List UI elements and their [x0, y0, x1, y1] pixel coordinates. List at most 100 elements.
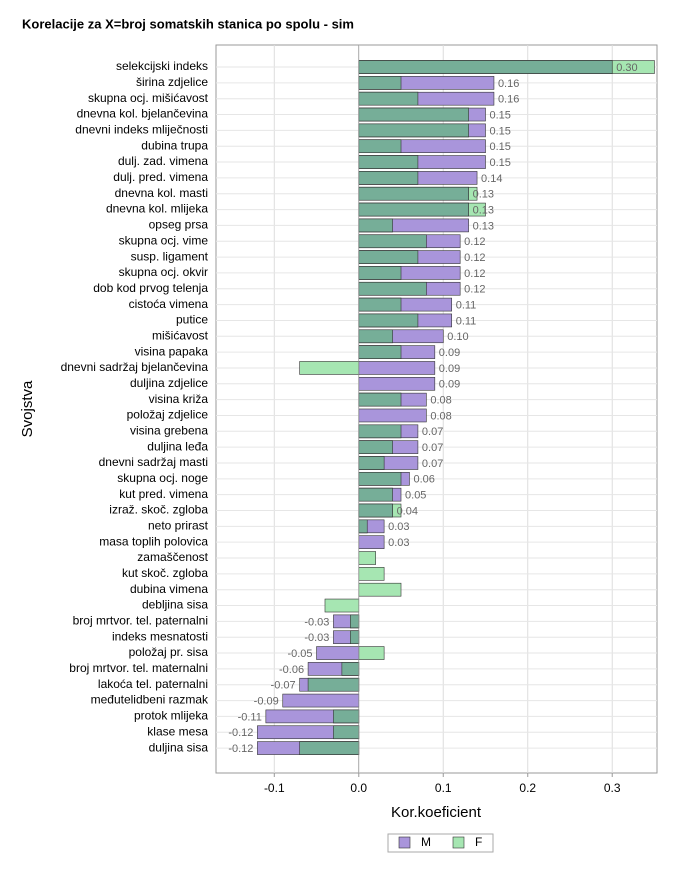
overlap-bar: [307, 677, 360, 692]
y-tick-label: dnevni sadržaj masti: [99, 455, 208, 469]
y-tick-label: dob kod prvog telenja: [93, 281, 208, 295]
y-tick-label: debljina sisa: [142, 598, 208, 612]
value-label: 0.03: [388, 537, 409, 549]
y-tick-label: broj mrtvor. tel. maternalni: [69, 661, 208, 675]
overlap-bar: [358, 202, 469, 217]
y-tick-label: visina grebena: [130, 423, 208, 437]
value-label: 0.09: [439, 363, 460, 375]
overlap-bar: [350, 614, 360, 629]
value-label: 0.12: [464, 252, 485, 264]
bar: [358, 361, 436, 375]
overlap-bar: [358, 313, 419, 328]
y-tick-label: dubina trupa: [141, 138, 208, 152]
overlap-bar: [358, 139, 402, 154]
y-tick-label: duljina leđa: [147, 439, 208, 453]
legend-swatch: [452, 836, 465, 849]
legend-label: M: [421, 835, 431, 849]
value-label: 0.16: [498, 78, 519, 90]
y-tick-label: izraž. skoč. zgloba: [109, 503, 208, 517]
bar: [358, 646, 385, 660]
y-tick-label: mišićavost: [152, 328, 209, 342]
x-axis-label: Kor.koeficient: [391, 804, 482, 821]
y-tick-label: cistoća vimena: [129, 297, 209, 311]
value-label: -0.05: [287, 648, 312, 660]
overlap-bar: [358, 281, 427, 296]
value-label: 0.11: [456, 300, 477, 312]
overlap-bar: [350, 630, 360, 645]
value-label: 0.10: [447, 331, 468, 343]
bar: [316, 646, 360, 660]
value-label: 0.05: [405, 490, 426, 502]
value-label: 0.15: [490, 157, 511, 169]
y-tick-label: skupna ocj. okvir: [119, 265, 208, 279]
y-tick-label: dnevni indeks mliječnosti: [75, 123, 208, 137]
y-tick-label: dnevni sadržaj bjelančevina: [61, 360, 209, 374]
value-label: -0.07: [271, 680, 296, 692]
x-tick-label: -0.1: [264, 781, 285, 795]
y-tick-label: protok mlijeka: [134, 709, 208, 723]
value-label: 0.07: [422, 442, 443, 454]
bar: [282, 693, 360, 708]
overlap-bar: [358, 155, 419, 169]
value-label: 0.07: [422, 426, 443, 438]
y-tick-label: dnevna kol. bjelančevina: [77, 107, 209, 121]
y-tick-label: dulj. pred. vimena: [113, 170, 208, 184]
y-tick-label: putice: [176, 313, 208, 327]
bar: [358, 551, 376, 565]
overlap-bar: [358, 392, 402, 407]
value-label: 0.06: [413, 474, 434, 486]
overlap-bar: [358, 472, 402, 486]
y-tick-label: međutelidbeni razmak: [91, 693, 209, 707]
y-tick-label: skupna ocj. mišićavost: [88, 91, 209, 105]
overlap-bar: [333, 725, 360, 740]
bar: [358, 535, 385, 549]
overlap-bar: [358, 60, 613, 74]
chart-title: Korelacije za X=broj somatskih stanica p…: [22, 16, 354, 31]
overlap-bar: [358, 186, 469, 201]
y-tick-label: dulj. zad. vimena: [118, 154, 208, 168]
overlap-bar: [358, 487, 393, 502]
value-label: -0.12: [228, 743, 253, 755]
overlap-bar: [358, 266, 402, 280]
value-label: 0.03: [388, 521, 409, 533]
y-tick-label: dubina vimena: [130, 582, 208, 596]
overlap-bar: [358, 519, 368, 534]
overlap-bar: [358, 123, 469, 138]
value-label: 0.30: [616, 62, 637, 74]
value-label: 0.09: [439, 379, 460, 391]
value-label: 0.15: [490, 109, 511, 121]
value-label: 0.15: [490, 125, 511, 137]
overlap-bar: [358, 503, 393, 518]
bar: [358, 567, 385, 581]
x-tick-label: 0.3: [604, 781, 621, 795]
y-tick-label: neto prirast: [148, 519, 209, 533]
value-label: -0.03: [304, 616, 329, 628]
overlap-bar: [358, 456, 385, 470]
value-label: 0.12: [464, 236, 485, 248]
legend-swatch: [398, 836, 411, 849]
overlap-bar: [333, 709, 360, 724]
overlap-bar: [358, 171, 419, 185]
value-label: -0.06: [279, 664, 304, 676]
y-tick-label: dnevna kol. mlijeka: [106, 202, 208, 216]
y-tick-label: položaj pr. sisa: [129, 645, 209, 659]
y-tick-label: opseg prsa: [149, 218, 209, 232]
value-label: -0.09: [254, 695, 279, 707]
overlap-bar: [358, 234, 427, 249]
x-tick-label: 0.0: [350, 781, 367, 795]
value-label: -0.11: [238, 711, 262, 723]
bar: [358, 582, 402, 597]
y-tick-label: susp. ligament: [131, 249, 209, 263]
bar: [299, 361, 360, 375]
bar: [324, 598, 360, 613]
overlap-bar: [358, 76, 402, 90]
bar: [358, 408, 427, 423]
value-label: 0.11: [456, 315, 477, 327]
value-label: 0.13: [473, 204, 494, 216]
bar: [358, 376, 436, 391]
y-tick-label: visina križa: [149, 392, 209, 406]
value-label: -0.12: [228, 727, 253, 739]
y-tick-label: indeks mesnatosti: [112, 629, 208, 643]
y-tick-label: masa toplih polovica: [99, 534, 208, 548]
x-tick-label: 0.2: [519, 781, 536, 795]
